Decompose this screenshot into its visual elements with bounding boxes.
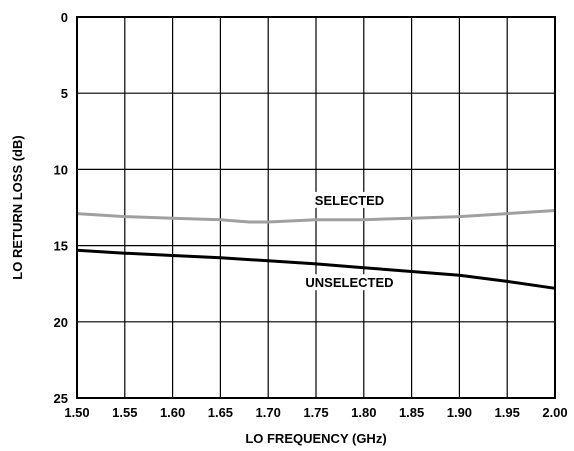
- x-tick-label: 1.50: [64, 405, 89, 420]
- y-tick-label: 5: [61, 86, 68, 101]
- series-line-selected: [76, 209, 556, 224]
- annotation-background: [299, 274, 400, 291]
- x-tick-label: 1.65: [208, 405, 233, 420]
- x-tick-label: 1.55: [112, 405, 137, 420]
- x-tick-label: 1.85: [399, 405, 424, 420]
- y-tick-label: 0: [61, 10, 68, 25]
- x-tick-label: 1.70: [256, 405, 281, 420]
- series-lines: [76, 209, 556, 290]
- series-annotation: SELECTED: [315, 193, 384, 208]
- x-axis-title: LO FREQUENCY (GHz): [245, 431, 386, 446]
- plot-frame: [76, 16, 556, 399]
- y-axis-ticks: 0 5 10 15 20 25: [54, 10, 68, 406]
- annotations: SELECTED UNSELECTED: [299, 191, 400, 291]
- x-tick-label: 1.80: [351, 405, 376, 420]
- x-tick-label: 1.60: [160, 405, 185, 420]
- x-axis-ticks: 1.50 1.55 1.60 1.65 1.70 1.75 1.80 1.85 1.90 1.95…: [64, 405, 567, 420]
- x-tick-label: 1.75: [303, 405, 328, 420]
- series-line-unselected: [76, 248, 556, 290]
- series-annotation: UNSELECTED: [305, 275, 393, 290]
- x-tick-label: 1.90: [447, 405, 472, 420]
- y-tick-label: 20: [54, 315, 68, 330]
- y-tick-label: 25: [54, 391, 68, 406]
- y-tick-label: 15: [54, 239, 68, 254]
- y-axis-title: LO RETURN LOSS (dB): [10, 135, 25, 279]
- x-tick-label: 1.95: [495, 405, 520, 420]
- x-tick-label: 2.00: [542, 405, 567, 420]
- y-tick-label: 10: [54, 162, 68, 177]
- annotation-background: [308, 191, 391, 208]
- plot-border: [76, 16, 556, 399]
